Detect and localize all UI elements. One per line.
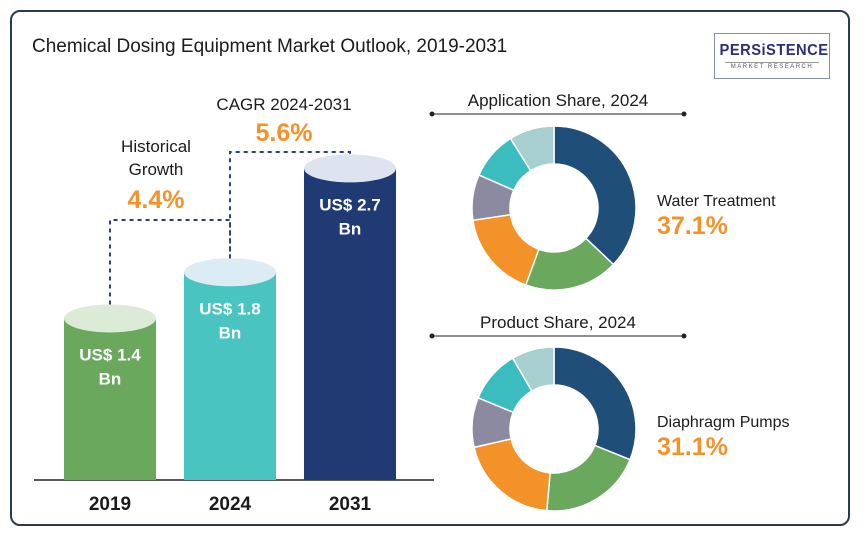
donut-slice [553,125,637,266]
divider-dot [429,333,435,339]
divider-dot [681,111,687,117]
donut-title: Application Share, 2024 [468,91,649,110]
bar-2024 [184,272,276,480]
logo-brand: PERSiSTENCE [719,42,829,59]
highlight-value: 37.1% [657,212,728,240]
donut-slice [545,444,632,512]
bar-value-label: US$ 1.8 [199,299,260,318]
logo-subtitle: MARKET RESEARCH [725,62,819,70]
x-tick-label: 2024 [209,494,252,515]
divider-dot [681,333,687,339]
donut-charts: Application Share, 2024 Water Treatment 37… [429,91,790,512]
highlight-label: Diaphragm Pumps [657,414,790,431]
annotation-value: 5.6% [256,119,313,147]
x-tick-label: 2019 [89,494,131,515]
bar-2019 [64,318,156,480]
annotation-label: CAGR 2024-2031 [216,95,351,114]
donut-title: Product Share, 2024 [480,313,636,332]
bar-2031 [304,168,396,481]
bar-chart: US$ 1.4 Bn 2019 US$ 1.8 Bn 2024 US$ 2.7 Bn 2031 H… [34,95,434,515]
bar-value-label: Bn [219,323,242,342]
highlight-label: Water Treatment [657,193,776,210]
page-title: Chemical Dosing Equipment Market Outlook… [32,36,508,57]
bar-cap-2031 [304,154,396,183]
x-tick-label: 2031 [329,494,372,515]
bar-cap-2019 [64,304,156,333]
annotation-label: Growth [129,160,184,179]
bar-value-label: US$ 2.7 [319,195,380,214]
growth-connector-historical [109,219,231,305]
bar-cap-2024 [184,258,276,287]
annotation-value: 4.4% [128,186,185,214]
divider-dot [429,111,435,117]
infographic-frame: Chemical Dosing Equipment Market Outlook… [10,10,850,526]
donut-slice [511,346,555,393]
growth-connector-cagr [229,151,351,259]
brand-logo: PERSiSTENCE MARKET RESEARCH [714,33,830,79]
donut-slice [472,213,540,286]
donut-slice [509,125,555,172]
annotation-label: Historical [121,137,191,156]
bar-value-label: Bn [339,219,362,238]
bar-value-label: Bn [99,369,122,388]
donut-slice [473,437,551,512]
highlight-value: 31.1% [657,433,728,461]
donut-slice [553,346,637,461]
bar-value-label: US$ 1.4 [79,345,141,364]
market-chart: US$ 1.4 Bn 2019 US$ 1.8 Bn 2024 US$ 2.7 Bn 2031 H… [34,91,790,515]
